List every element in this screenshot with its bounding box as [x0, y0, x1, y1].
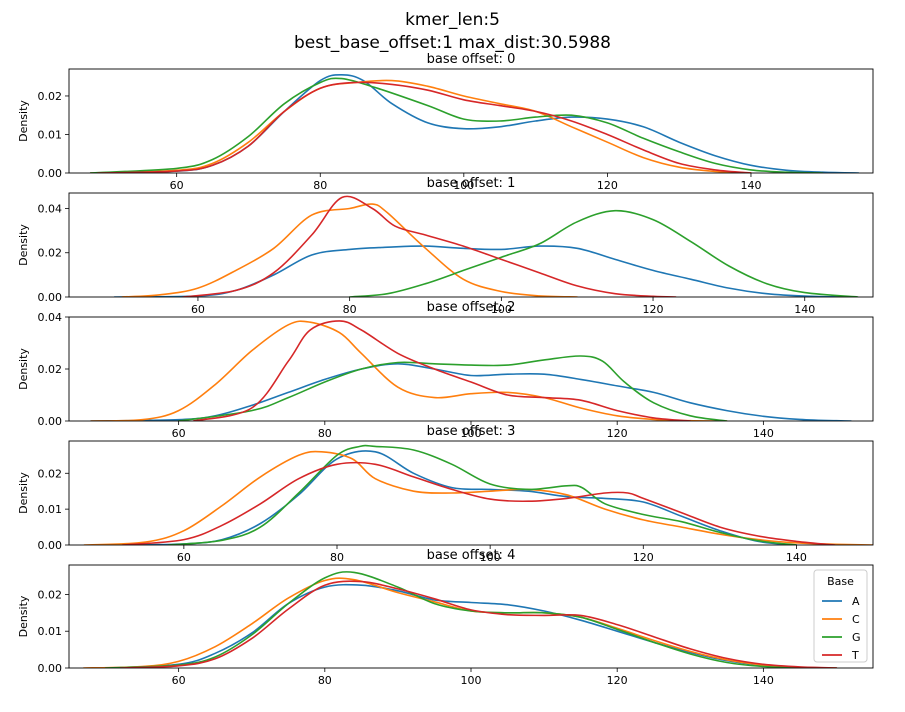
series-line-C-offset-0 [89, 79, 752, 173]
series-line-A-offset-0 [89, 73, 860, 173]
y-tick-label: 0.02 [38, 467, 63, 480]
series-line-C-offset-2 [90, 320, 728, 421]
y-tick-label: 0.01 [38, 625, 63, 638]
x-tick-label: 100 [461, 427, 482, 440]
subplot-0: 60 80 100 120 140 0.00 0.01 0.02 Density base off… [17, 52, 874, 192]
x-tick-label: 80 [313, 179, 327, 192]
series-line-C-offset-3 [83, 450, 873, 545]
y-tick-label: 0.00 [38, 662, 63, 675]
series-line-T-offset-0 [96, 81, 752, 173]
series-line-G-offset-0 [89, 77, 824, 173]
series-line-G-offset-3 [167, 444, 798, 545]
series-line-T-offset-4 [119, 580, 838, 668]
subplot-title: base offset: 4 [427, 548, 516, 563]
y-tick-label: 0.02 [38, 588, 63, 601]
y-axis-label: Density [17, 472, 30, 514]
y-axis-label: Density [17, 348, 30, 390]
subplot-2-curves [90, 320, 852, 421]
x-tick-label: 60 [172, 427, 186, 440]
x-tick-label: 100 [480, 551, 501, 564]
legend-label-G: G [852, 631, 861, 644]
y-tick-label: 0.00 [38, 415, 63, 428]
x-tick-label: 140 [753, 674, 774, 687]
series-line-T-offset-3 [121, 461, 836, 545]
subplot-2-frame [68, 316, 874, 422]
y-tick-label: 0.01 [38, 128, 63, 141]
legend-title: Base [827, 575, 854, 588]
x-tick-label: 140 [740, 179, 761, 192]
subplot-3-frame [68, 440, 874, 546]
subplot-title: base offset: 2 [427, 300, 516, 315]
x-tick-label: 100 [453, 179, 474, 192]
y-axis-label: Density [17, 595, 30, 637]
series-line-C-offset-4 [82, 577, 838, 668]
subplot-4-frame [68, 564, 874, 669]
x-tick-label: 100 [461, 674, 482, 687]
x-tick-label: 80 [318, 427, 332, 440]
subplot-4-curves [82, 571, 838, 668]
series-line-G-offset-4 [104, 571, 801, 668]
subplot-4: 60 80 100 120 140 0.00 0.01 0.02 Density base off… [17, 548, 874, 687]
x-tick-label: 80 [330, 551, 344, 564]
x-tick-label: 140 [786, 551, 807, 564]
series-line-T-offset-1 [182, 195, 677, 297]
series-line-A-offset-1 [113, 245, 844, 297]
x-tick-label: 140 [794, 303, 815, 316]
series-line-G-offset-1 [348, 209, 859, 297]
y-tick-label: 0.00 [38, 291, 63, 304]
y-tick-label: 0.02 [38, 363, 63, 376]
subplot-title: base offset: 1 [427, 176, 516, 191]
x-tick-label: 140 [753, 427, 774, 440]
legend-label-C: C [852, 613, 860, 626]
x-tick-label: 120 [633, 551, 654, 564]
x-tick-label: 60 [191, 303, 205, 316]
subplot-title: base offset: 3 [427, 424, 516, 439]
x-tick-label: 120 [643, 303, 664, 316]
figure-title-line-1: kmer_len:5 [405, 10, 500, 30]
subplot-0-frame [68, 68, 874, 174]
series-line-A-offset-3 [121, 450, 798, 545]
y-axis-label: Density [17, 224, 30, 266]
subplot-0-curves [89, 73, 860, 173]
x-tick-label: 60 [170, 179, 184, 192]
subplot-1: 60 80 100 120 140 0.00 0.02 0.04 Density base off… [17, 176, 874, 316]
x-tick-label: 120 [597, 179, 618, 192]
subplot-title: base offset: 0 [427, 52, 516, 67]
series-line-G-offset-2 [177, 355, 728, 421]
subplot-1-frame [68, 192, 874, 298]
y-tick-label: 0.04 [38, 202, 63, 215]
y-tick-label: 0.02 [38, 90, 63, 103]
y-tick-label: 0.02 [38, 247, 63, 260]
subplot-2: 60 80 100 120 140 0.00 0.02 0.04 Density base off… [17, 300, 874, 440]
x-tick-label: 80 [318, 674, 332, 687]
figure-title-line-2: best_base_offset:1 max_dist:30.5988 [294, 33, 611, 53]
x-tick-label: 120 [607, 674, 628, 687]
x-tick-label: 100 [491, 303, 512, 316]
legend-label-T: T [851, 649, 859, 662]
y-tick-label: 0.00 [38, 539, 63, 552]
legend-box [813, 569, 868, 663]
x-tick-label: 80 [343, 303, 357, 316]
series-line-A-offset-4 [104, 583, 838, 668]
series-line-A-offset-2 [90, 363, 852, 421]
y-axis-label: Density [17, 100, 30, 142]
y-tick-label: 0.04 [38, 311, 63, 324]
subplot-1-curves [113, 195, 859, 297]
y-tick-label: 0.00 [38, 167, 63, 180]
subplot-3: 60 80 100 120 140 0.00 0.01 0.02 Density base off… [17, 424, 874, 564]
y-tick-label: 0.01 [38, 503, 63, 516]
x-tick-label: 60 [172, 674, 186, 687]
series-line-T-offset-2 [192, 320, 692, 421]
legend-label-A: A [852, 595, 860, 608]
x-tick-label: 120 [607, 427, 628, 440]
x-tick-label: 60 [177, 551, 191, 564]
subplot-3-curves [83, 444, 873, 545]
series-line-C-offset-1 [121, 203, 578, 297]
